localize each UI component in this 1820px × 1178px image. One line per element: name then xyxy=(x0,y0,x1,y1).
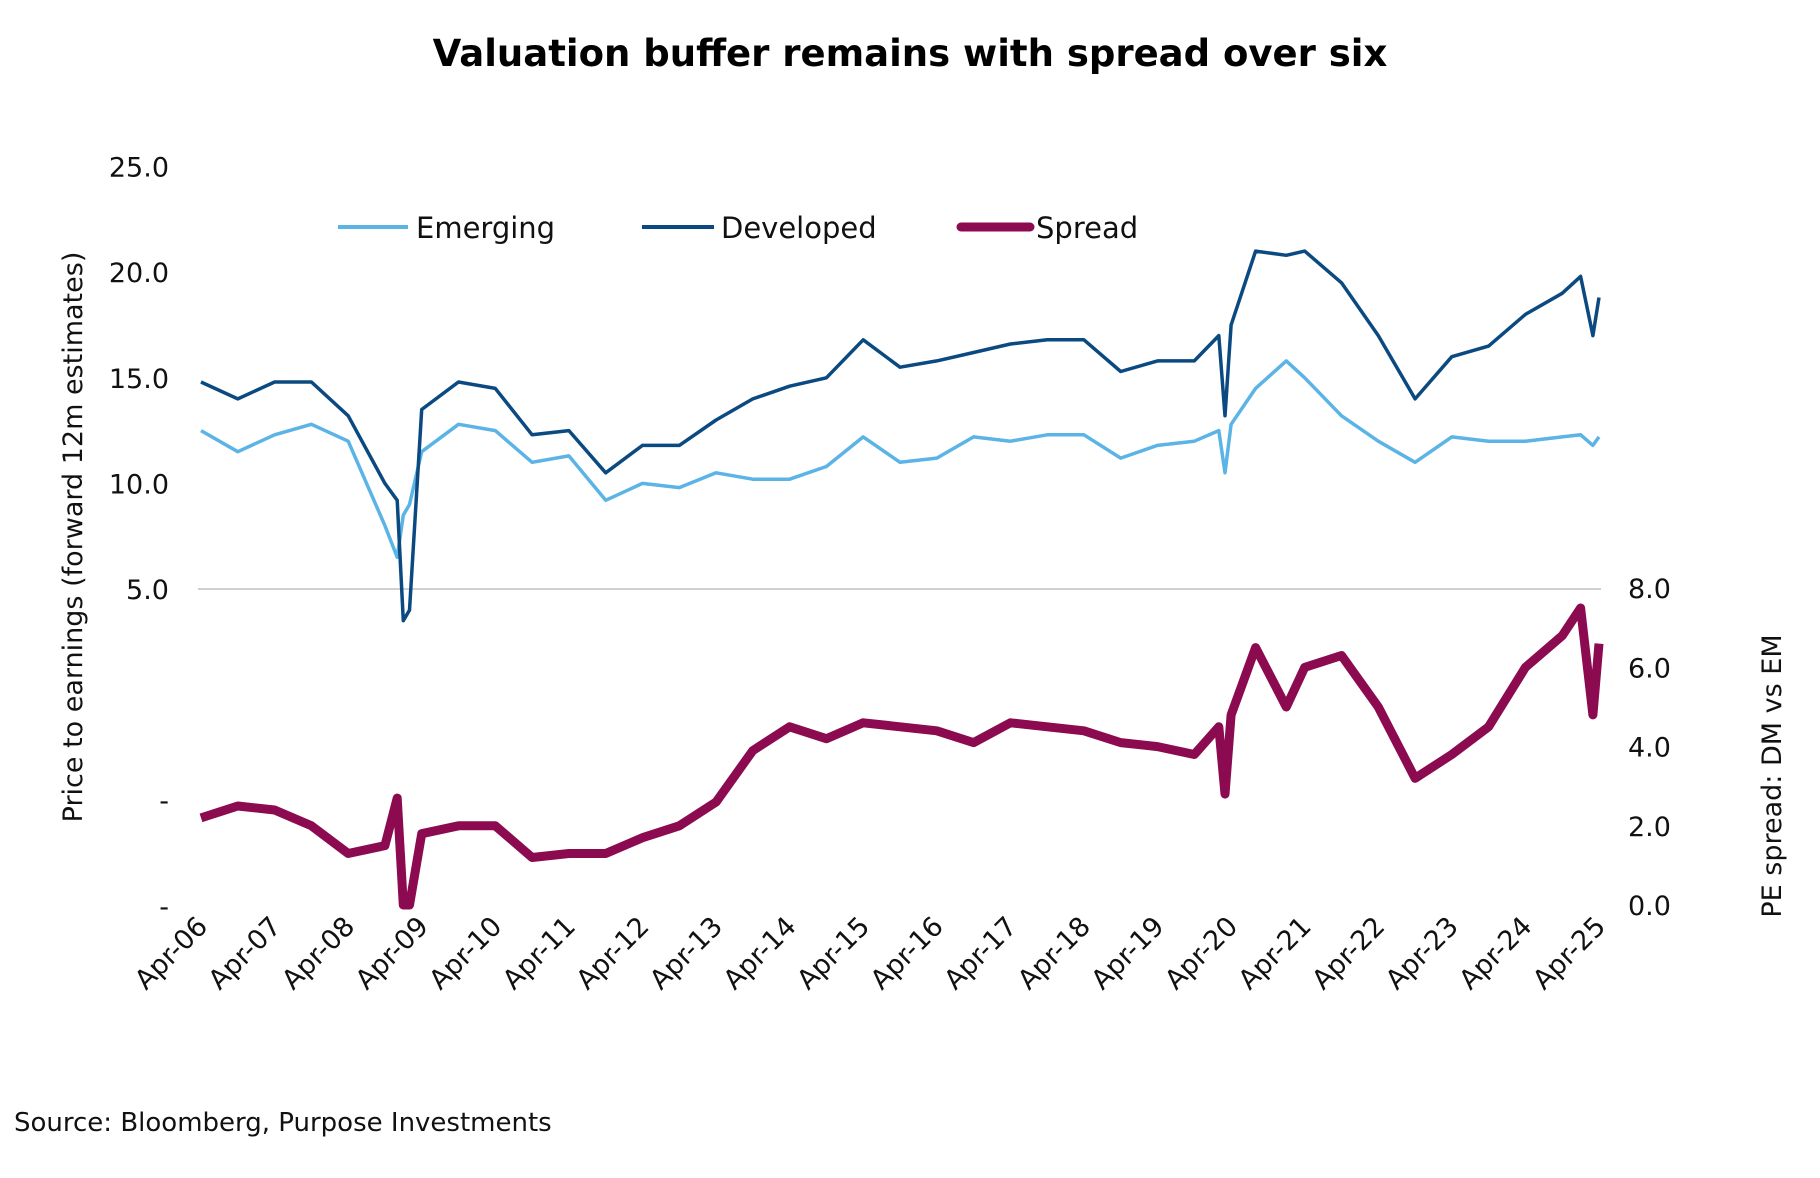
x-tick-label: Apr-10 xyxy=(423,911,508,996)
series-line-developed xyxy=(200,249,1601,623)
x-tick-label: Apr-15 xyxy=(791,911,876,996)
x-tick-label: Apr-13 xyxy=(644,911,729,996)
x-tick-label: Apr-16 xyxy=(865,911,950,996)
series-line-spread xyxy=(199,603,1604,910)
series-lines xyxy=(199,249,1604,910)
y2-tick-label: 6.0 xyxy=(1628,653,1671,684)
x-tick-label: Apr-08 xyxy=(276,911,361,996)
x-tick-label: Apr-24 xyxy=(1453,911,1538,996)
y-tick-label: - xyxy=(159,892,169,923)
y-axis-label: Price to earnings (forward 12m estimates… xyxy=(58,252,89,823)
y-tick-label: 25.0 xyxy=(109,153,169,184)
x-tick-label: Apr-14 xyxy=(718,911,803,996)
x-tick-label: Apr-11 xyxy=(497,911,582,996)
x-tick-label: Apr-06 xyxy=(129,911,214,996)
y-tick-label: 10.0 xyxy=(109,469,169,500)
legend-label-developed: Developed xyxy=(721,211,877,245)
y-tick-label: 20.0 xyxy=(109,258,169,289)
y-tick-label: 5.0 xyxy=(126,575,169,606)
y2-axis-label: PE spread: DM vs EM xyxy=(1757,634,1788,917)
x-axis: Apr-06Apr-07Apr-08Apr-09Apr-10Apr-11Apr-… xyxy=(129,911,1612,996)
x-tick-label: Apr-22 xyxy=(1306,911,1391,996)
x-tick-label: Apr-25 xyxy=(1527,911,1612,996)
series-line-emerging xyxy=(200,359,1601,560)
x-tick-label: Apr-12 xyxy=(571,911,656,996)
x-tick-label: Apr-07 xyxy=(203,911,288,996)
source-note: Source: Bloomberg, Purpose Investments xyxy=(14,1108,552,1138)
y2-tick-label: 2.0 xyxy=(1628,812,1671,843)
y2-tick-label: 0.0 xyxy=(1628,891,1671,922)
x-tick-label: Apr-19 xyxy=(1086,911,1171,996)
y-tick-label: 15.0 xyxy=(109,364,169,395)
y-tick-label: - xyxy=(159,786,169,817)
legend: Emerging Developed Spread xyxy=(338,211,1138,245)
legend-label-spread: Spread xyxy=(1036,211,1138,245)
x-tick-label: Apr-21 xyxy=(1233,911,1318,996)
legend-label-emerging: Emerging xyxy=(416,211,555,245)
x-tick-label: Apr-17 xyxy=(938,911,1023,996)
y-axis-right: 8.0 6.0 4.0 2.0 0.0 xyxy=(1628,574,1671,922)
x-tick-label: Apr-18 xyxy=(1012,911,1097,996)
y2-tick-label: 4.0 xyxy=(1628,733,1671,764)
y2-tick-label: 8.0 xyxy=(1628,574,1671,605)
x-tick-label: Apr-20 xyxy=(1159,911,1244,996)
x-tick-label: Apr-23 xyxy=(1380,911,1465,996)
chart-title: Valuation buffer remains with spread ove… xyxy=(433,32,1388,75)
x-tick-label: Apr-09 xyxy=(350,911,435,996)
y-axis-left: 25.0 20.0 15.0 10.0 5.0 - - xyxy=(109,153,169,923)
